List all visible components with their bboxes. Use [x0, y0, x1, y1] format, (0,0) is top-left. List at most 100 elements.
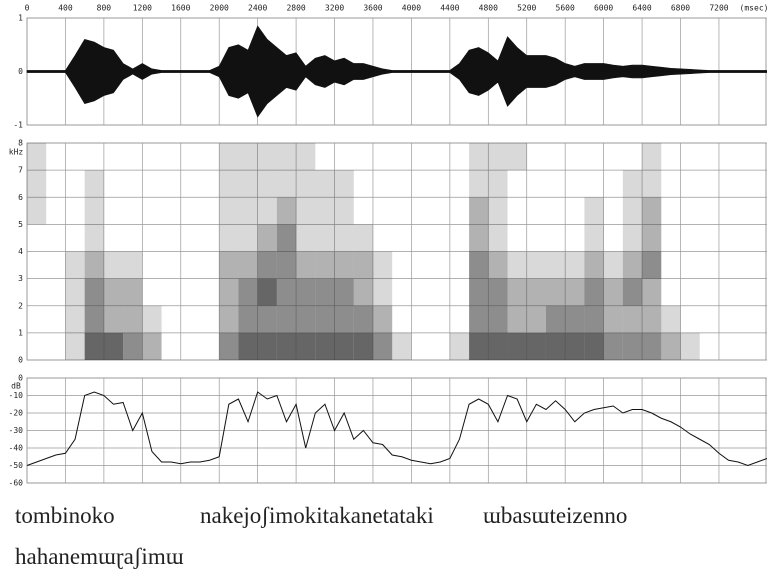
- y-tick-label: 0: [18, 356, 23, 365]
- spectrogram-cell: [642, 252, 661, 279]
- spectrogram-cell: [584, 170, 603, 197]
- spectrogram-cell: [296, 333, 315, 360]
- waveform-upper: [27, 26, 767, 71]
- spectrogram-cell: [354, 306, 373, 333]
- spectrogram-cell: [508, 333, 527, 360]
- y-tick-label: 4: [18, 247, 23, 256]
- spectrogram-cell: [623, 224, 642, 251]
- y-tick-label: 1: [18, 14, 23, 23]
- spectrogram-cell: [200, 279, 219, 306]
- spectrogram-cell: [277, 279, 296, 306]
- spectrogram-cell: [392, 143, 411, 170]
- spectrogram-cell: [488, 170, 507, 197]
- spectrogram-cell: [85, 143, 104, 170]
- spectrogram-cell: [661, 170, 680, 197]
- spectrogram-cell: [700, 197, 719, 224]
- spectrogram-cell: [27, 279, 46, 306]
- spectrogram-cell: [27, 333, 46, 360]
- spectrogram-cell: [46, 333, 65, 360]
- spectrogram-cell: [238, 143, 257, 170]
- spectrogram-cell: [315, 143, 334, 170]
- spectrogram-cell: [565, 252, 584, 279]
- spectrogram-cell: [411, 306, 430, 333]
- spectrogram-cell: [604, 197, 623, 224]
- spectrogram-cell: [700, 333, 719, 360]
- spectrogram-cell: [354, 170, 373, 197]
- spectrogram-cell: [527, 279, 546, 306]
- spectrogram-cell: [546, 279, 565, 306]
- y-tick-label: -20: [9, 409, 24, 418]
- spectrogram-cell: [623, 279, 642, 306]
- spectrogram-cell: [738, 170, 757, 197]
- spectrogram-cell: [142, 197, 161, 224]
- spectrogram-cell: [700, 279, 719, 306]
- y-unit-label: dB: [11, 382, 21, 391]
- spectrogram-cell: [162, 252, 181, 279]
- spectrogram-cell: [277, 252, 296, 279]
- spectrogram-cell: [162, 170, 181, 197]
- spectrogram-cell: [123, 279, 142, 306]
- spectrogram-cell: [65, 252, 84, 279]
- spectrogram-cell: [738, 279, 757, 306]
- spectrogram-cell: [373, 333, 392, 360]
- spectrogram-cell: [719, 170, 738, 197]
- spectrogram-cell: [450, 306, 469, 333]
- spectrogram-cell: [450, 224, 469, 251]
- x-tick-label: 800: [97, 4, 112, 13]
- spectrogram-cell: [315, 306, 334, 333]
- spectrogram-cell: [296, 252, 315, 279]
- spectrogram-cell: [181, 224, 200, 251]
- spectrogram-cell: [65, 279, 84, 306]
- spectrogram-cell: [450, 170, 469, 197]
- x-tick-label: 2800: [286, 4, 305, 13]
- spectrogram-cell: [219, 252, 238, 279]
- spectrogram-cell: [584, 252, 603, 279]
- spectrogram-cell: [642, 170, 661, 197]
- spectrogram-cell: [565, 306, 584, 333]
- spectrogram-cell: [642, 143, 661, 170]
- x-tick-label: 2400: [248, 4, 267, 13]
- spectrogram-cell: [46, 224, 65, 251]
- spectrogram-cell: [527, 224, 546, 251]
- spectrogram-cell: [661, 306, 680, 333]
- spectrogram-cell: [258, 306, 277, 333]
- spectrogram-cell: [200, 143, 219, 170]
- spectrogram-cell: [238, 306, 257, 333]
- spectrogram-cell: [200, 306, 219, 333]
- spectrogram-cell: [719, 333, 738, 360]
- spectrogram-cell: [238, 333, 257, 360]
- spectrogram-cell: [623, 333, 642, 360]
- y-tick-label: -10: [9, 391, 24, 400]
- y-tick-label: 1: [18, 328, 23, 337]
- spectrogram-cell: [681, 143, 700, 170]
- spectrogram-cell: [104, 197, 123, 224]
- spectrogram-cell: [661, 224, 680, 251]
- y-tick-label: 2: [18, 301, 23, 310]
- spectrogram-cell: [27, 170, 46, 197]
- spectrogram-cell: [181, 170, 200, 197]
- spectrogram-cell: [181, 306, 200, 333]
- spectrogram-cell: [431, 197, 450, 224]
- spectrogram-cell: [104, 306, 123, 333]
- spectrogram-cell: [411, 197, 430, 224]
- spectrogram-cell: [738, 333, 757, 360]
- spectrogram-cell: [508, 143, 527, 170]
- spectrogram-cell: [681, 333, 700, 360]
- spectrogram-cell: [642, 224, 661, 251]
- spectrogram-cell: [315, 197, 334, 224]
- spectrogram-cell: [335, 252, 354, 279]
- spectrogram-cell: [604, 279, 623, 306]
- spectrogram-cell: [469, 279, 488, 306]
- spectrogram-cell: [46, 170, 65, 197]
- spectrogram-cell: [719, 306, 738, 333]
- spectrogram-cell: [373, 252, 392, 279]
- y-tick-label: 0: [18, 374, 23, 383]
- spectrogram-cell: [85, 197, 104, 224]
- spectrogram-cell: [700, 224, 719, 251]
- spectrogram-cell: [104, 252, 123, 279]
- y-tick-label: -50: [9, 461, 24, 470]
- spectrogram-cell: [123, 306, 142, 333]
- spectrogram-cell: [373, 143, 392, 170]
- spectrogram-cell: [85, 279, 104, 306]
- spectrogram-cell: [527, 252, 546, 279]
